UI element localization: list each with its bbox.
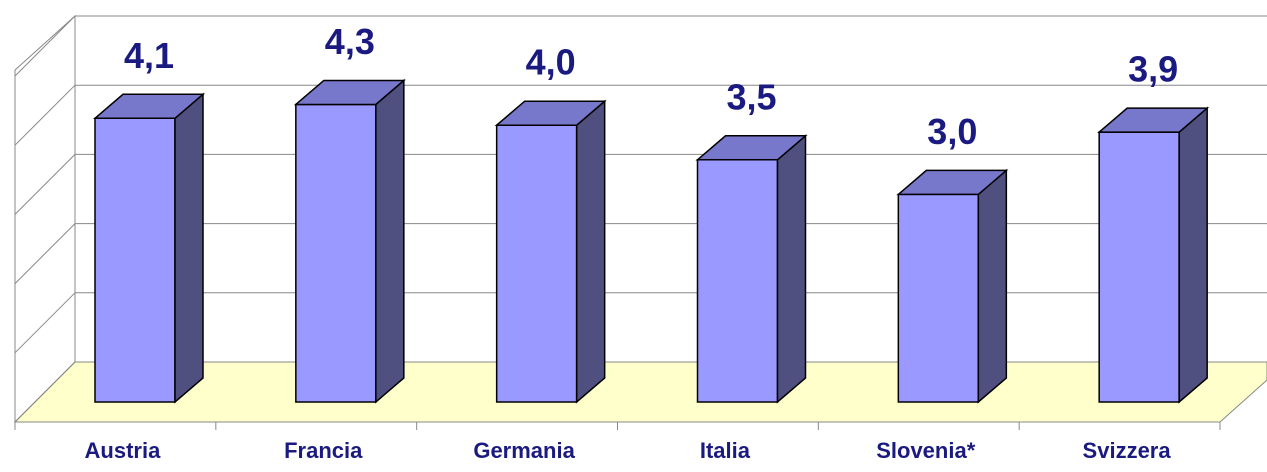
grid-line [14, 84, 76, 146]
bar-top [695, 135, 808, 161]
bar-front [295, 103, 377, 403]
bar-top [896, 169, 1009, 196]
x-tick-label: Slovenia* [876, 438, 975, 463]
bar-side [977, 168, 1008, 404]
grid-line [14, 361, 76, 423]
value-label: 3,5 [726, 76, 776, 117]
bar-top [293, 79, 406, 106]
value-label: 4,0 [526, 42, 576, 83]
bar-side [375, 78, 405, 404]
bar-front [696, 159, 779, 403]
x-tick-label: Svizzera [1083, 438, 1172, 463]
value-label: 4,3 [325, 21, 375, 62]
bar [293, 78, 406, 404]
value-label: 3,9 [1128, 49, 1178, 90]
bar-front [1098, 131, 1180, 403]
x-tick-label: Germania [473, 438, 575, 463]
bar-top [92, 93, 206, 120]
bar-side [776, 134, 807, 404]
grid-line [14, 292, 76, 354]
grid-line [14, 154, 76, 215]
bar [695, 134, 808, 404]
bar-front [495, 124, 578, 403]
value-label: 3,0 [927, 111, 977, 152]
grid-line [14, 15, 76, 77]
bar-top [494, 100, 607, 126]
bar-side [575, 99, 606, 404]
left-wall [14, 14, 76, 424]
bar-front [94, 117, 176, 403]
bar [494, 99, 607, 404]
x-tick-label: Austria [85, 438, 162, 463]
x-tick-label: Francia [284, 438, 363, 463]
bar-side [1178, 106, 1208, 404]
bar-top [1097, 107, 1210, 133]
bar [1097, 106, 1210, 404]
bar-front [897, 193, 980, 403]
x-tick-label: Italia [700, 438, 751, 463]
bar-side [174, 92, 204, 404]
grid-line [14, 223, 76, 284]
value-label: 4,1 [124, 35, 174, 76]
bar [896, 168, 1009, 404]
bar [92, 92, 206, 404]
